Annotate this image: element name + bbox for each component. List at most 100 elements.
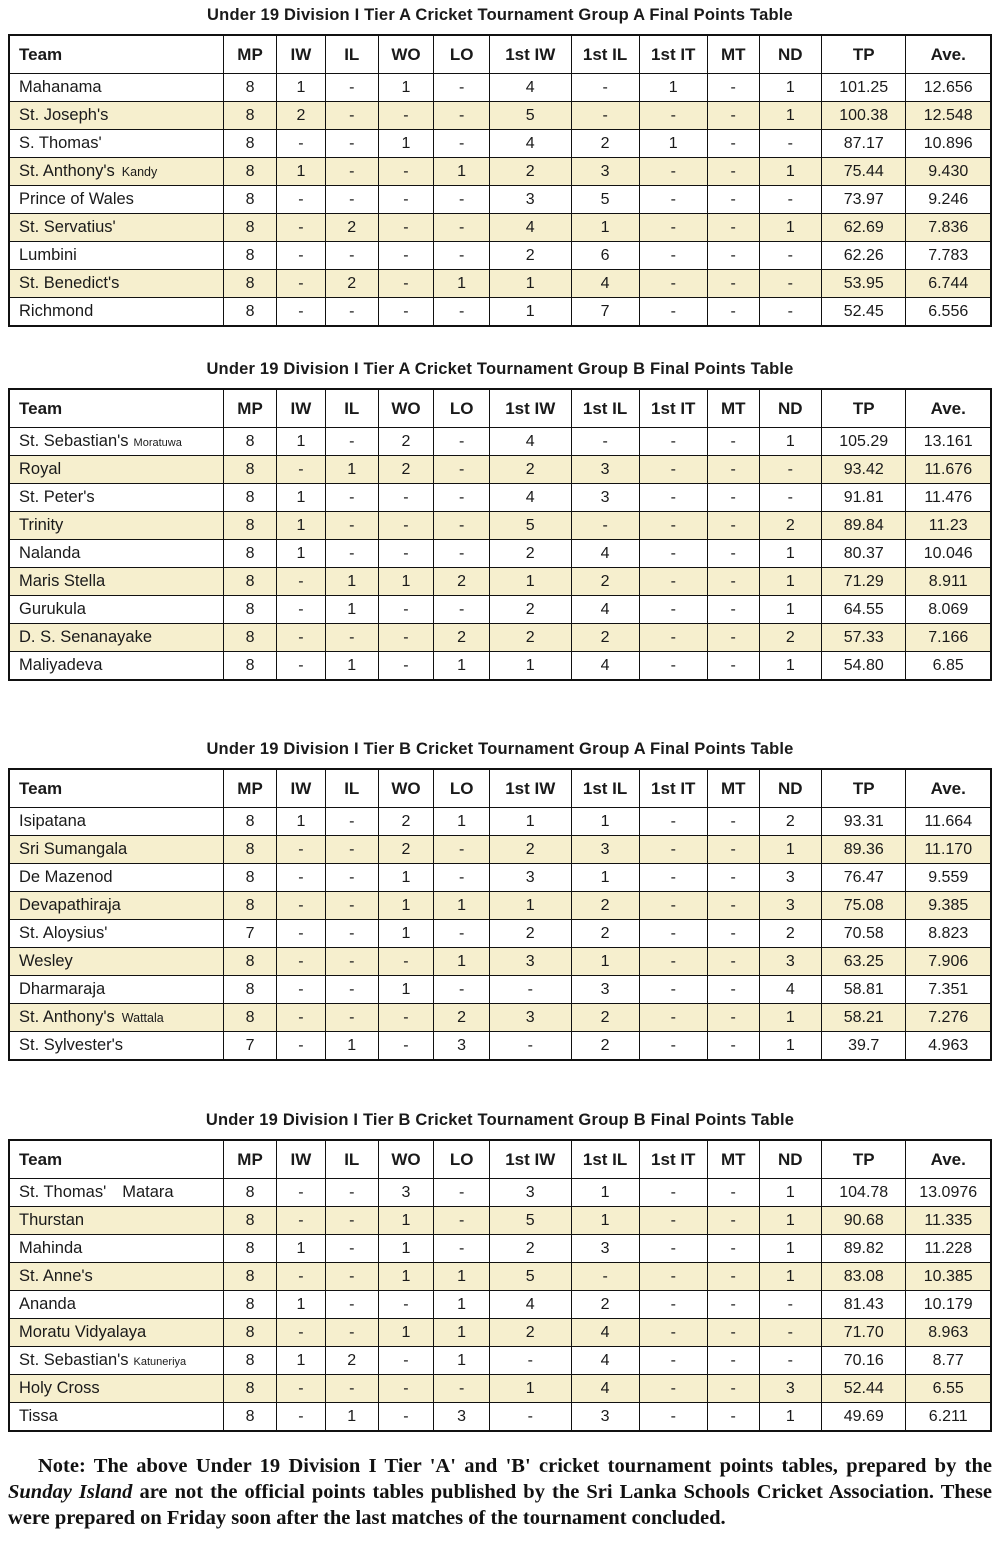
table-row: St. Sebastian's Moratuwa 8 1-2-4- - -1 105.29 1… [8,427,992,456]
stat-cell: 10.385 [905,1262,992,1291]
team-name: Lumbini [19,246,77,264]
stat-cell: 70.16 [820,1346,907,1375]
table-row: St. Anthony's Wattala 8- - -2 3 2- -1 58.21 7.276 [8,1003,992,1032]
stat-cell: 1 [758,73,823,102]
header-row: Team MP IW IL WO LO 1st IW 1st IL 1st IT MT ND TP Av… [8,388,992,428]
column-header: ND [758,34,823,74]
table-row: St. Anne's 8- -1 1 5- - -1 83.08 10.385 [8,1262,992,1291]
stat-cell: - [324,101,379,130]
stat-cell: - [433,427,490,456]
stat-cell: 52.45 [820,297,907,327]
stat-cell: 1 [488,1374,572,1403]
stat-cell: - [275,185,326,214]
column-header: ND [758,768,823,808]
stat-cell: - [324,129,379,158]
stat-cell: - [638,1178,708,1207]
stat-cell: 76.47 [820,863,907,892]
stat-cell: - [706,1318,760,1347]
column-header: MP [223,34,277,74]
stat-cell: 1 [324,455,379,484]
header-row: Team MP IW IL WO LO 1st IW 1st IL 1st IT MT ND TP Av… [8,34,992,74]
stat-cell: 4 [488,213,572,242]
team-name: St. Servatius' [19,218,116,236]
table-title: Under 19 Division I Tier A Cricket Tourn… [207,6,793,24]
stat-cell: - [433,483,490,512]
stat-cell: - [433,455,490,484]
team-name-cell: Sri Sumangala [8,835,225,864]
column-header: MT [706,1139,760,1179]
stat-cell: - [638,595,708,624]
column-header: ND [758,388,823,428]
stat-cell: 80.37 [820,539,907,568]
points-table-section-tier-b-group-b: Under 19 Division I Tier B Cricket Tourn… [8,1111,992,1432]
stat-cell: 8 [223,455,277,484]
stat-cell: 1 [377,129,435,158]
team-name: St. Anthony's [19,1008,115,1026]
team-name-cell: Wesley [8,947,225,976]
stat-cell: - [324,1290,379,1319]
column-header: WO [377,1139,435,1179]
team-name-cell: St. Aloysius' [8,919,225,948]
stat-cell: - [638,975,708,1004]
stat-cell: 2 [433,623,490,652]
stat-cell: - [706,427,760,456]
stat-cell: 3 [433,1031,490,1061]
stat-cell: - [433,1206,490,1235]
stat-cell: 2 [488,455,572,484]
table-row: St. Anthony's Kandy 8 1- -1 2 3- -1 75.44 9.430 [8,157,992,186]
stat-cell: 1 [275,1290,326,1319]
stat-cell: - [638,1234,708,1263]
stat-cell: 2 [488,595,572,624]
stat-cell: 13.161 [905,427,992,456]
stat-cell: - [706,129,760,158]
stat-cell: 4 [758,975,823,1004]
stat-cell: - [706,1003,760,1032]
team-name: St. Anthony's [19,162,115,180]
stat-cell: - [570,1262,640,1291]
stat-cell: 71.70 [820,1318,907,1347]
stat-cell: 1 [758,427,823,456]
stat-cell: - [324,1206,379,1235]
stat-cell: - [706,975,760,1004]
stat-cell: 5 [570,185,640,214]
stat-cell: - [275,567,326,596]
stat-cell: - [758,1346,823,1375]
stat-cell: - [638,539,708,568]
team-name: Gurukula [19,600,86,618]
stat-cell: 1 [377,891,435,920]
stat-cell: 1 [433,947,490,976]
stat-cell: - [638,651,708,681]
stat-cell: - [324,1178,379,1207]
stat-cell: 1 [570,947,640,976]
stat-cell: 3 [488,1003,572,1032]
stat-cell: 81.43 [820,1290,907,1319]
stat-cell: - [638,863,708,892]
stat-cell: 8 [223,213,277,242]
stat-cell: - [638,1206,708,1235]
stat-cell: - [324,891,379,920]
stat-cell: 2 [488,157,572,186]
column-header: MT [706,34,760,74]
table-row: Isipatana 8 1-2 1 1 1- -2 93.31 11.664 [8,807,992,836]
stat-cell: 7.166 [905,623,992,652]
team-name-cell: Ananda [8,1290,225,1319]
team-name: St. Sebastian's [19,432,129,450]
stat-cell: 3 [488,947,572,976]
points-table-section-tier-a-group-b: Under 19 Division I Tier A Cricket Tourn… [8,360,992,681]
stat-cell: 1 [758,1003,823,1032]
stat-cell: 7 [223,919,277,948]
team-name-cell: St. Sebastian's Moratuwa [8,427,225,456]
table-row: Dharmaraja 8- -1- -3- -4 58.81 7.351 [8,975,992,1004]
stat-cell: 2 [758,807,823,836]
stat-cell: 8 [223,975,277,1004]
stat-cell: 4 [488,129,572,158]
stat-cell: 53.95 [820,269,907,298]
team-name: De Mazenod [19,868,113,886]
stat-cell: 2 [570,891,640,920]
column-header: WO [377,388,435,428]
stat-cell: 4 [570,595,640,624]
stat-cell: - [706,1234,760,1263]
stat-cell: 3 [758,863,823,892]
stat-cell: 8 [223,863,277,892]
team-name: St. Peter's [19,488,95,506]
